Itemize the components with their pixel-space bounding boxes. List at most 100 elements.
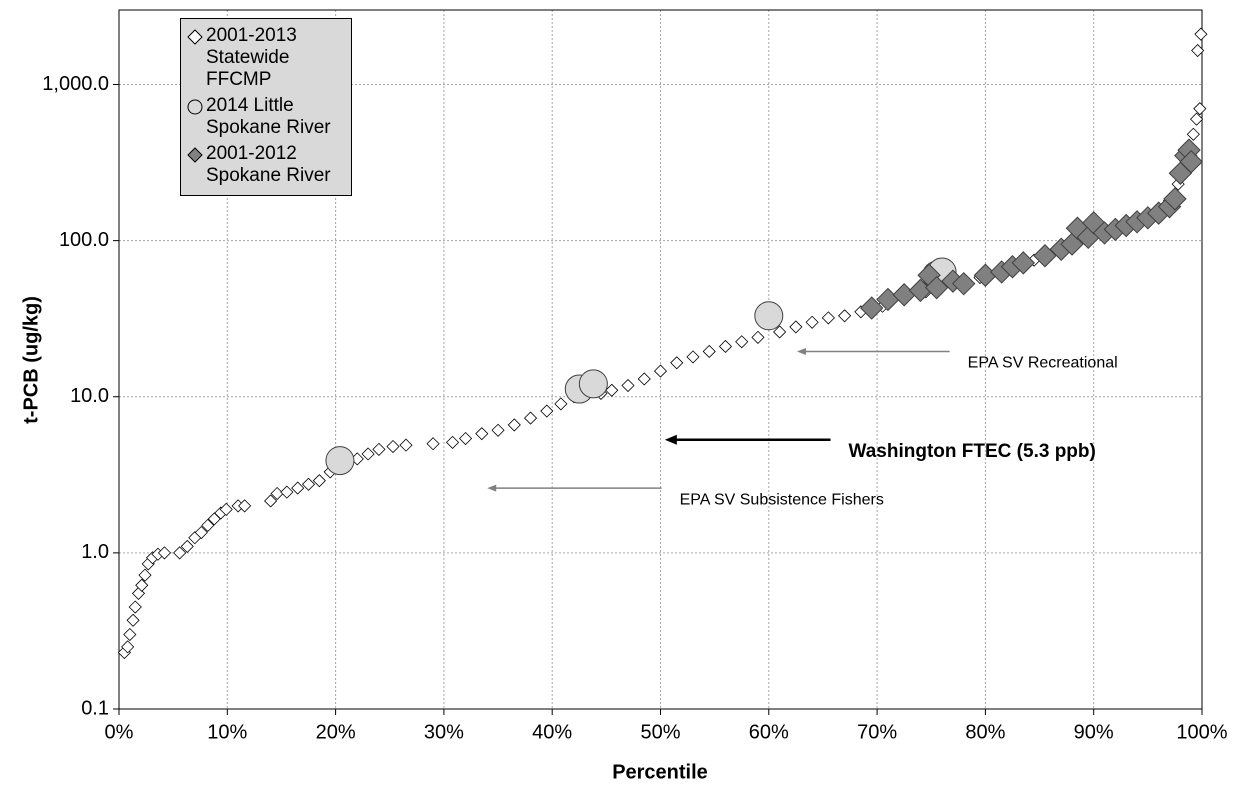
y-tick-label: 100.0 xyxy=(59,229,109,251)
annotation-text: Washington FTEC (5.3 ppb) xyxy=(849,441,1096,462)
legend-marker xyxy=(187,29,203,45)
y-tick-label: 1,000.0 xyxy=(42,73,109,95)
point xyxy=(458,431,473,446)
y-tick-label: 1.0 xyxy=(81,541,109,563)
annotation-text: EPA SV Subsistence Fishers xyxy=(680,491,884,508)
point xyxy=(386,439,400,454)
point xyxy=(718,339,733,354)
point xyxy=(264,494,278,508)
point xyxy=(219,502,233,516)
y-tick-label: 0.1 xyxy=(81,697,109,719)
point xyxy=(1194,27,1208,41)
point xyxy=(621,378,635,393)
point xyxy=(121,640,135,654)
point xyxy=(1191,43,1205,58)
point xyxy=(1033,244,1057,268)
point xyxy=(238,499,252,513)
legend-entry: 2001-2012 Spokane River xyxy=(187,143,345,187)
x-tick-label: 10% xyxy=(207,721,247,743)
legend-symbol xyxy=(187,29,203,45)
point xyxy=(1190,112,1204,126)
point xyxy=(805,315,819,329)
point xyxy=(180,539,194,553)
point xyxy=(157,546,172,560)
x-tick-label: 30% xyxy=(424,721,464,743)
point xyxy=(702,344,716,359)
x-tick-label: 100% xyxy=(1176,721,1227,743)
x-tick-label: 90% xyxy=(1074,721,1114,743)
point xyxy=(859,296,884,320)
x-tick-label: 0% xyxy=(105,721,134,743)
point xyxy=(426,437,440,451)
x-tick-label: 40% xyxy=(532,721,572,743)
point xyxy=(194,525,208,540)
annotation-text: EPA SV Recreational xyxy=(968,355,1118,372)
point xyxy=(540,404,554,418)
point xyxy=(670,356,684,370)
point xyxy=(821,311,835,325)
legend-label: 2014 Little Spokane River xyxy=(206,95,331,138)
point xyxy=(325,446,355,476)
point xyxy=(280,485,294,499)
point xyxy=(653,364,668,378)
point xyxy=(173,546,187,560)
legend: 2001-2013 Statewide FFCMP 2014 Little Spo… xyxy=(180,18,352,196)
point xyxy=(123,627,137,642)
point xyxy=(361,447,375,461)
point xyxy=(686,350,700,364)
legend-label: 2001-2013 Statewide FFCMP xyxy=(206,25,297,90)
point xyxy=(491,423,505,437)
point xyxy=(789,320,803,334)
point xyxy=(1186,127,1200,141)
arrow-head xyxy=(487,484,497,492)
point xyxy=(1163,187,1187,211)
point xyxy=(924,275,949,300)
point xyxy=(399,438,413,452)
point xyxy=(578,369,608,399)
x-tick-label: 70% xyxy=(857,721,897,743)
arrow-head xyxy=(664,434,677,445)
point xyxy=(754,301,784,331)
point xyxy=(751,330,765,344)
legend-symbol xyxy=(187,99,203,115)
x-tick-label: 50% xyxy=(640,721,680,743)
point xyxy=(312,474,326,488)
x-axis-label: Percentile xyxy=(612,761,708,783)
legend-marker xyxy=(187,147,203,163)
point xyxy=(201,518,215,532)
point xyxy=(301,477,316,491)
point xyxy=(507,418,521,432)
point xyxy=(1179,150,1203,174)
point xyxy=(952,271,976,296)
x-tick-label: 20% xyxy=(316,721,356,743)
point xyxy=(554,397,568,411)
y-tick-label: 10.0 xyxy=(70,385,109,407)
point xyxy=(138,568,152,582)
point xyxy=(1193,102,1207,116)
point xyxy=(128,600,142,614)
point xyxy=(735,335,749,349)
legend-entry: 2001-2013 Statewide FFCMP xyxy=(187,25,345,91)
point xyxy=(135,578,149,592)
x-tick-label: 80% xyxy=(965,721,1005,743)
legend-entry: 2014 Little Spokane River xyxy=(187,95,345,139)
plot-frame xyxy=(118,9,1203,710)
point xyxy=(126,613,140,627)
legend-marker xyxy=(187,99,203,115)
legend-symbol xyxy=(187,147,203,163)
point xyxy=(445,435,460,449)
x-tick-label: 60% xyxy=(749,721,789,743)
y-axis-label: t-PCB (ug/kg) xyxy=(20,296,42,424)
point xyxy=(475,427,489,441)
legend-label: 2001-2012 Spokane River xyxy=(206,143,331,186)
point xyxy=(291,481,305,495)
point xyxy=(372,442,386,456)
point xyxy=(838,309,852,323)
point xyxy=(973,263,998,287)
point xyxy=(1011,251,1036,275)
point xyxy=(605,383,619,397)
point xyxy=(637,372,651,386)
point xyxy=(523,411,538,425)
